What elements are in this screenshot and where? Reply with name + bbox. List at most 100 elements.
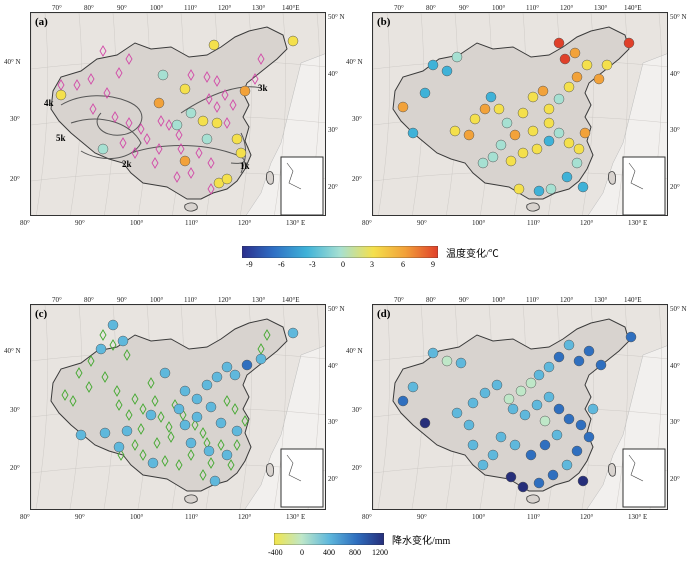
panel-a-map: (a) 4k 5k 2k 3k 1k bbox=[30, 12, 326, 216]
tick-b-right-20: 20° bbox=[670, 183, 680, 191]
tick-d-top-140: 140°E bbox=[624, 296, 642, 304]
panel-c-proxy-diamond bbox=[227, 459, 235, 471]
panel-d-station-dot bbox=[571, 445, 583, 457]
tick-d-bottom-110: 110° bbox=[527, 513, 541, 521]
tick-c-top-100: 100° bbox=[150, 296, 164, 304]
panel-a-station-dot bbox=[55, 89, 67, 101]
panel-c-station-dot bbox=[205, 401, 217, 413]
panel-a-proxy-diamond bbox=[177, 143, 185, 155]
tick-b-bottom-130: 130° E bbox=[628, 219, 648, 227]
panel-d-station-dot bbox=[509, 439, 521, 451]
panel-d-station-dot bbox=[595, 359, 607, 371]
panel-c-proxy-diamond bbox=[69, 395, 77, 407]
panel-b-station-dot bbox=[407, 127, 419, 139]
panel-c-station-dot bbox=[173, 403, 185, 415]
tick-b-right-30: 30° bbox=[670, 126, 680, 134]
temp-tick-0: -9 bbox=[246, 260, 253, 269]
panel-c-proxy-diamond bbox=[117, 449, 125, 461]
panel-c-proxy-diamond bbox=[153, 437, 161, 449]
panel-c-proxy-diamond bbox=[85, 381, 93, 393]
panel-a-proxy-diamond bbox=[165, 119, 173, 131]
panel-a-station-dot bbox=[221, 173, 233, 185]
tick-c-left-20: 20° bbox=[10, 464, 20, 472]
panel-a-proxy-diamond bbox=[89, 103, 97, 115]
panel-c-hainan bbox=[184, 494, 198, 504]
panel-c-station-dot bbox=[255, 353, 267, 365]
panel-c-station-dot bbox=[107, 319, 119, 331]
panel-c-station-dot bbox=[99, 427, 111, 439]
tick-d-right-20: 20° bbox=[670, 475, 680, 483]
precip-colorbar bbox=[273, 532, 385, 546]
panel-a-station-dot bbox=[208, 39, 220, 51]
panel-b-station-dot bbox=[477, 157, 489, 169]
panel-a-proxy-diamond bbox=[157, 115, 165, 127]
panel-b-station-dot bbox=[579, 127, 591, 139]
panel-a-station-dot bbox=[97, 143, 109, 155]
precip-colorbar-svg bbox=[273, 532, 385, 546]
panel-b-station-dot bbox=[623, 37, 635, 49]
panel-c-proxy-diamond bbox=[131, 393, 139, 405]
panel-d-station-dot bbox=[553, 403, 565, 415]
panel-b-station-dot bbox=[601, 59, 613, 71]
panel-c-station-dot bbox=[221, 449, 233, 461]
tick-b-top-80: 80° bbox=[426, 4, 436, 12]
tick-c-top-70: 70° bbox=[52, 296, 62, 304]
tick-d-bottom-120: 120° bbox=[580, 513, 594, 521]
precip-tick-1: 0 bbox=[300, 548, 304, 557]
tick-b-bottom-90: 90° bbox=[417, 219, 427, 227]
tick-a-top-100: 100° bbox=[150, 4, 164, 12]
panel-a-label: (a) bbox=[35, 16, 48, 28]
panel-c-proxy-diamond bbox=[115, 399, 123, 411]
panel-d-station-dot bbox=[407, 381, 419, 393]
tick-a-right-20: 20° bbox=[328, 183, 338, 191]
panel-b-station-dot bbox=[571, 71, 583, 83]
tick-d-right-30: 30° bbox=[670, 418, 680, 426]
panel-c-station-dot bbox=[201, 379, 213, 391]
panel-d-inset-coast bbox=[628, 454, 644, 482]
tick-b-left-40: 40° N bbox=[346, 58, 363, 66]
panel-d-taiwan bbox=[608, 463, 616, 477]
tick-c-top-120: 120° bbox=[218, 296, 232, 304]
panel-b-station-dot bbox=[563, 137, 575, 149]
panel-b-svg bbox=[373, 13, 667, 215]
panel-b-meridian bbox=[378, 13, 390, 215]
tick-a-left-40: 40° N bbox=[4, 58, 21, 66]
panel-d-station-dot bbox=[625, 331, 637, 343]
panel-b-station-dot bbox=[563, 81, 575, 93]
panel-a-svg bbox=[31, 13, 325, 215]
panel-c-proxy-diamond bbox=[101, 371, 109, 383]
panel-b-station-dot bbox=[419, 87, 431, 99]
panel-b-station-dot bbox=[397, 101, 409, 113]
panel-d-station-dot bbox=[587, 403, 599, 415]
panel-a-proxy-diamond bbox=[203, 71, 211, 83]
panel-b-station-dot bbox=[543, 135, 555, 147]
panel-d-station-dot bbox=[563, 413, 575, 425]
panel-d-station-dot bbox=[533, 477, 545, 489]
panel-a-station-dot bbox=[153, 97, 165, 109]
panel-d-station-dot bbox=[539, 439, 551, 451]
panel-b-station-dot bbox=[577, 181, 589, 193]
tick-b-bottom-80: 80° bbox=[362, 219, 372, 227]
panel-d-map: (d) bbox=[372, 304, 668, 510]
panel-a-proxy-diamond bbox=[257, 53, 265, 65]
panel-a-station-dot bbox=[197, 115, 209, 127]
panel-c-station-dot bbox=[179, 385, 191, 397]
panel-c-proxy-diamond bbox=[191, 419, 199, 431]
panel-d-station-dot bbox=[561, 459, 573, 471]
panel-b-station-dot bbox=[449, 125, 461, 137]
panel-b-station-dot bbox=[553, 127, 565, 139]
panel-d-station-dot bbox=[507, 403, 519, 415]
panel-d-station-dot bbox=[487, 449, 499, 461]
panel-b-map: (b) bbox=[372, 12, 668, 216]
tick-b-top-120: 120° bbox=[560, 4, 574, 12]
panel-a-station-dot bbox=[157, 69, 169, 81]
panel-a-proxy-diamond bbox=[251, 73, 259, 85]
panel-d-station-dot bbox=[519, 409, 531, 421]
panel-c-station-dot bbox=[229, 369, 241, 381]
panel-c-station-dot bbox=[215, 417, 227, 429]
tick-b-top-140: 140°E bbox=[624, 4, 642, 12]
tick-c-bottom-80: 80° bbox=[20, 513, 30, 521]
tick-b-bottom-110: 110° bbox=[527, 219, 541, 227]
temp-tick-5: 6 bbox=[401, 260, 405, 269]
